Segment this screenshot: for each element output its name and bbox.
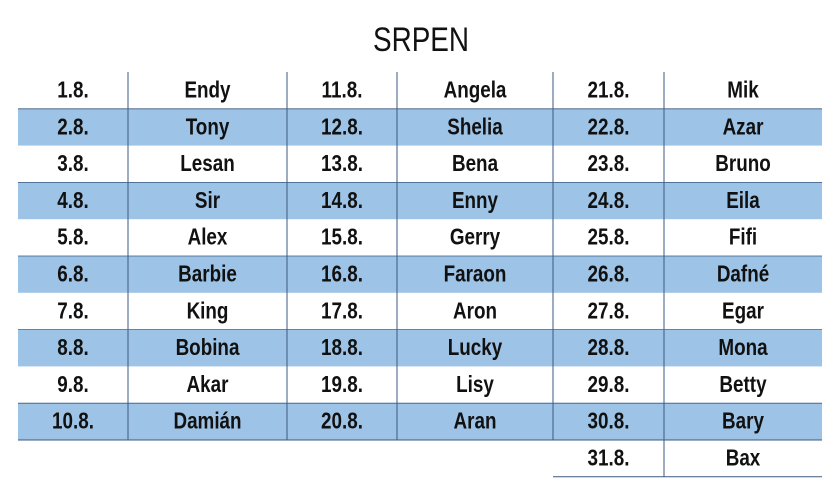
date-cell: 8.8. <box>57 335 88 360</box>
name-cell: Lisy <box>456 372 494 397</box>
date-cell: 10.8. <box>52 409 94 434</box>
name-cell: Aran <box>454 409 497 434</box>
name-cell: Bary <box>722 409 764 434</box>
date-cell: 5.8. <box>57 225 88 250</box>
date-cell: 4.8. <box>57 188 88 213</box>
name-cell: Eila <box>726 188 760 213</box>
date-cell: 1.8. <box>57 78 88 103</box>
name-cell: Angela <box>444 78 507 103</box>
row-band <box>18 403 822 440</box>
name-cell: Betty <box>719 372 766 397</box>
row-band <box>18 329 822 367</box>
date-cell: 30.8. <box>588 409 630 434</box>
name-cell: Lucky <box>448 335 503 360</box>
name-cell: Damián <box>173 409 241 434</box>
date-cell: 24.8. <box>588 188 630 213</box>
name-cell: Fifi <box>729 225 757 250</box>
name-cell: Gerry <box>450 225 501 250</box>
date-cell: 9.8. <box>57 372 88 397</box>
date-cell: 11.8. <box>322 78 363 103</box>
date-cell: 22.8. <box>588 115 630 140</box>
name-cell: Bobina <box>176 335 240 360</box>
name-cell: Bena <box>452 151 498 176</box>
name-cell: Mona <box>718 335 767 360</box>
name-cell: Bax <box>726 446 761 471</box>
date-cell: 2.8. <box>57 115 88 140</box>
page-title: SRPEN <box>373 20 469 58</box>
name-cell: Egar <box>722 299 764 324</box>
name-cell: Dafné <box>717 262 769 287</box>
date-cell: 7.8. <box>57 299 88 324</box>
name-cell: Mik <box>727 78 759 103</box>
name-cell: Shelia <box>447 115 503 140</box>
name-cell: Barbie <box>178 262 237 287</box>
row-band <box>18 256 822 293</box>
date-cell: 26.8. <box>588 262 630 287</box>
name-cell: Akar <box>187 372 229 397</box>
date-cell: 29.8. <box>588 372 630 397</box>
name-cell: Faraon <box>444 262 507 287</box>
date-cell: 21.8. <box>588 78 630 103</box>
date-cell: 15.8. <box>321 225 363 250</box>
row-band <box>18 182 822 220</box>
date-cell: 25.8. <box>588 225 630 250</box>
name-cell: Endy <box>184 78 230 103</box>
name-cell: Aron <box>453 299 497 324</box>
date-cell: 20.8. <box>321 409 363 434</box>
date-cell: 13.8. <box>321 151 363 176</box>
date-cell: 14.8. <box>321 188 363 213</box>
date-cell: 17.8. <box>321 299 363 324</box>
name-cell: Azar <box>723 115 764 140</box>
date-cell: 27.8. <box>588 299 630 324</box>
date-cell: 23.8. <box>588 151 630 176</box>
name-cell: Sir <box>195 188 220 213</box>
date-cell: 31.8. <box>588 446 630 471</box>
date-cell: 12.8. <box>321 115 363 140</box>
date-cell: 28.8. <box>588 335 630 360</box>
name-cell: Alex <box>188 225 228 250</box>
name-cell: Bruno <box>715 151 771 176</box>
name-cell: King <box>187 299 229 324</box>
name-cell: Lesan <box>180 151 234 176</box>
date-cell: 3.8. <box>57 151 88 176</box>
name-cell: Tony <box>186 115 230 140</box>
date-cell: 19.8. <box>321 372 363 397</box>
date-cell: 6.8. <box>57 262 88 287</box>
name-cell: Enny <box>452 188 498 213</box>
date-cell: 18.8. <box>321 335 363 360</box>
date-cell: 16.8. <box>321 262 363 287</box>
row-band <box>18 108 822 146</box>
